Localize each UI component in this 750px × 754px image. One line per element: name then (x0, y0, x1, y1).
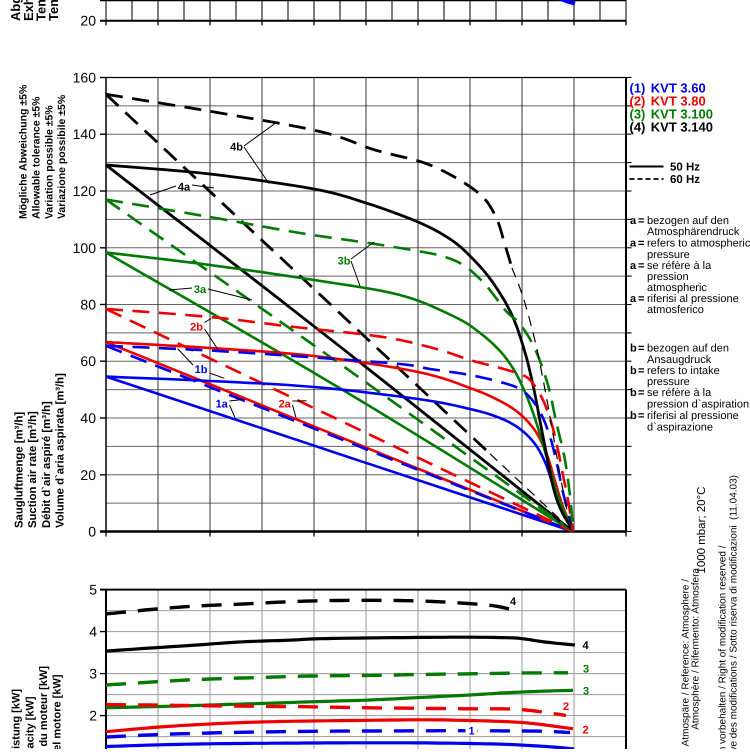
svg-text:Allowable tolerance ±5%: Allowable tolerance ±5% (31, 96, 43, 219)
svg-text:4: 4 (89, 624, 97, 640)
svg-text:Mögliche Abweichung ±5%: Mögliche Abweichung ±5% (18, 84, 30, 219)
svg-text:4: 4 (582, 640, 589, 652)
svg-text:1: 1 (468, 726, 474, 738)
svg-text:Motor capacity [kW]: Motor capacity [kW] (24, 696, 36, 749)
svg-text:120: 120 (73, 183, 97, 199)
svg-text:50 Hz: 50 Hz (670, 162, 700, 174)
svg-text:=: = (638, 293, 644, 305)
svg-text:Potenza del motore [kW]: Potenza del motore [kW] (52, 674, 64, 749)
svg-text:140: 140 (73, 126, 97, 142)
svg-text:riferisi al pressione: riferisi al pressione (647, 410, 739, 422)
svg-text:=: = (638, 260, 644, 272)
svg-text:2b: 2b (190, 322, 203, 334)
svg-text:=: = (638, 215, 644, 227)
svg-text:=: = (638, 365, 644, 377)
svg-text:d`aspirazione: d`aspirazione (647, 421, 713, 433)
svg-text:3a: 3a (194, 284, 207, 296)
svg-text:3: 3 (583, 664, 589, 676)
svg-text:Sous réserve des modifications: Sous réserve des modifications / Sotto r… (729, 475, 740, 749)
svg-text:=: = (638, 387, 644, 399)
svg-text:2: 2 (563, 701, 569, 713)
svg-text:atmosferico: atmosferico (647, 304, 704, 316)
svg-text:bezogen auf den: bezogen auf den (647, 342, 729, 354)
svg-text:a: a (630, 293, 637, 305)
svg-text:2a: 2a (279, 398, 292, 410)
svg-text:=: = (638, 342, 644, 354)
svg-text:3: 3 (583, 686, 589, 698)
svg-text:refers to atmospheric: refers to atmospheric (647, 237, 750, 249)
svg-text:Atmosphère / Rifermento: Atmos: Atmosphère / Rifermento: Atmosfera (691, 568, 702, 730)
svg-text:2: 2 (89, 708, 97, 724)
svg-text:Temperatura di scarico [°C]: Temperatura di scarico [°C] (46, 0, 61, 21)
svg-text:5: 5 (89, 582, 97, 598)
svg-text:(4): (4) (630, 120, 646, 135)
svg-text:Variazione possibile ±5%: Variazione possibile ±5% (56, 94, 68, 219)
svg-text:Débit d`air aspiré [m³/h]: Débit d`air aspiré [m³/h] (41, 401, 53, 528)
svg-text:80: 80 (80, 297, 96, 313)
svg-text:1b: 1b (195, 364, 208, 376)
svg-text:20: 20 (80, 467, 96, 483)
svg-text:3b: 3b (338, 256, 351, 268)
svg-text:4b: 4b (230, 142, 243, 154)
svg-text:0: 0 (88, 524, 96, 540)
svg-text:Motorleistung [kW]: Motorleistung [kW] (11, 689, 23, 749)
svg-text:1000 mbar; 20°C: 1000 mbar; 20°C (696, 487, 708, 574)
svg-text:=: = (638, 410, 644, 422)
svg-text:2: 2 (582, 725, 588, 737)
svg-text:160: 160 (73, 70, 97, 86)
svg-text:Saugluftmenge [m³/h]: Saugluftmenge [m³/h] (14, 412, 26, 528)
svg-text:Suction air rate [m³/h]: Suction air rate [m³/h] (27, 411, 39, 528)
svg-text:Puissance du moteur [kW]: Puissance du moteur [kW] (38, 666, 50, 749)
svg-text:b: b (630, 410, 637, 422)
svg-text:4a: 4a (178, 182, 191, 194)
svg-text:4: 4 (510, 596, 517, 608)
svg-text:1a: 1a (216, 398, 229, 410)
svg-text:a: a (630, 260, 637, 272)
svg-text:KVT 3.140: KVT 3.140 (651, 120, 713, 135)
svg-text:pression d`aspiration: pression d`aspiration (647, 398, 749, 410)
svg-text:Atmosphärendruck: Atmosphärendruck (647, 226, 740, 238)
svg-text:=: = (638, 237, 644, 249)
svg-text:Volume d`aria aspirata [m³/h]: Volume d`aria aspirata [m³/h] (55, 373, 67, 528)
svg-text:Änderungen vorbehalten / Right: Änderungen vorbehalten / Right of modifi… (717, 545, 729, 749)
svg-text:b: b (630, 365, 637, 377)
svg-text:3: 3 (89, 666, 97, 682)
svg-text:40: 40 (80, 410, 96, 426)
svg-text:Variation possible ±5%: Variation possible ±5% (44, 105, 56, 219)
svg-text:a: a (630, 215, 637, 227)
svg-text:60 Hz: 60 Hz (670, 174, 700, 186)
svg-text:100: 100 (73, 240, 97, 256)
svg-text:60: 60 (80, 353, 96, 369)
svg-text:a: a (630, 237, 637, 249)
svg-text:b: b (630, 387, 637, 399)
svg-text:b: b (630, 342, 637, 354)
svg-text:se réfère à la: se réfère à la (647, 387, 712, 399)
svg-text:20: 20 (80, 12, 96, 28)
